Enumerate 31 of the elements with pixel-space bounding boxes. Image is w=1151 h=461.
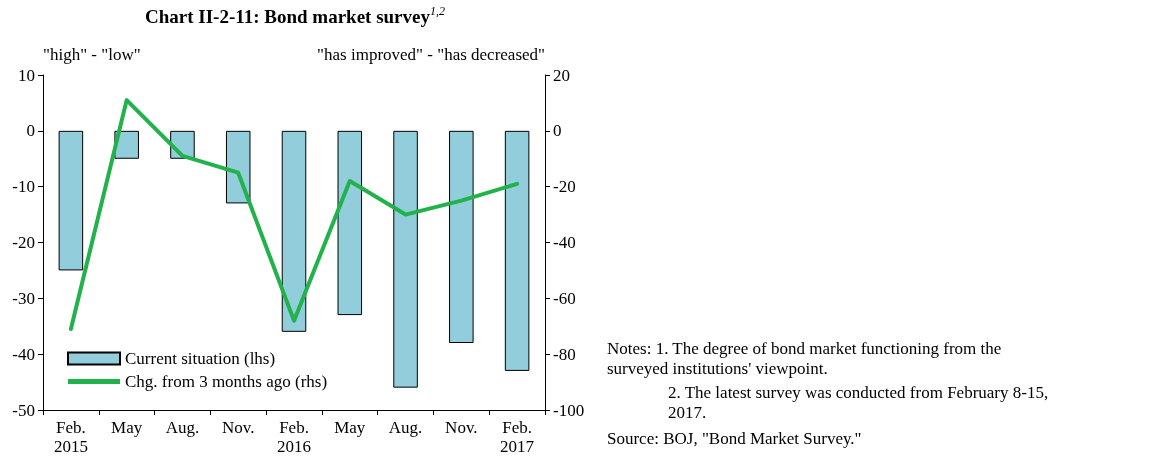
y2-tick-label: -80	[553, 344, 576, 364]
x-tick-label: Feb. 2015	[53, 418, 88, 456]
y-tick-label: -40	[12, 344, 35, 364]
x-tick-label: Aug.	[388, 418, 423, 437]
y2-axis-title: "has improved" - "has decreased"	[317, 45, 545, 64]
y-tick-label: -20	[12, 233, 35, 252]
legend-label: Current situation (lhs)	[125, 349, 276, 368]
source-note: Source: BOJ, "Bond Market Survey."	[607, 428, 862, 448]
x-tick-label: Feb. 2017	[500, 418, 535, 456]
y2-tick-label: 20	[553, 65, 570, 85]
y2-tick-label: -100	[553, 400, 585, 420]
y-axis-title: "high" - "low"	[43, 45, 141, 64]
x-tick-label: Nov.	[222, 418, 255, 437]
legend-label: Chg. from 3 months ago (rhs)	[125, 372, 328, 391]
y-tick-label: 10	[18, 65, 35, 85]
x-tick-label: Feb. 2016	[277, 418, 311, 456]
text: Notes: 1. The degree of bond market functioning from the surveyed institutions' viewpoint.	[607, 338, 1006, 378]
text: 2. The latest survey was conducted from February 8-15, 2017.	[668, 382, 1053, 422]
y-tick-label: -30	[12, 288, 35, 308]
x-tick-label: Nov.	[445, 418, 478, 437]
x-tick-label: May	[334, 418, 366, 437]
x-tick-label: Aug.	[165, 418, 200, 437]
y-tick-label: 0	[26, 121, 35, 141]
y2-tick-label: -60	[553, 288, 576, 308]
y-tick-label: -50	[12, 400, 35, 420]
line-series	[68, 98, 520, 332]
y2-tick-label: -40	[553, 233, 576, 252]
y2-tick-label: 0	[553, 121, 562, 141]
y-tick-label: -10	[12, 177, 35, 197]
x-tick-label: May	[111, 418, 143, 437]
y2-tick-label: -20	[553, 177, 576, 197]
